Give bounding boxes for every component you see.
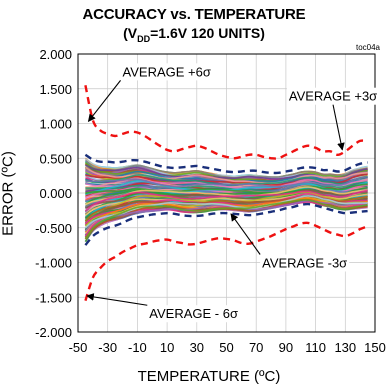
x-tick-label: 30	[190, 340, 204, 355]
unit-curve	[84, 159, 368, 179]
annotation-arrow	[87, 80, 121, 123]
x-tick-label: 90	[279, 340, 293, 355]
subtitle-subscript: DD	[137, 33, 151, 44]
annotation-backdrop	[120, 63, 213, 81]
subtitle-prefix: (V	[123, 25, 138, 41]
y-tick-label: 1.000	[39, 117, 72, 132]
series-line	[84, 221, 368, 302]
unit-curve	[84, 195, 368, 229]
unit-curve	[85, 181, 368, 192]
x-tick-labels: -50 -30 -10 10 30 50 70 90 110 130 150	[69, 340, 386, 355]
annotation-label: AVERAGE +3σ	[289, 89, 377, 104]
y-tick-label: 0.000	[39, 186, 72, 201]
x-tick-label: -30	[98, 340, 117, 355]
annotation-backdrop	[286, 87, 380, 105]
x-tick-label: 150	[364, 340, 386, 355]
y-tick-labels: 2.000 1.500 1.000 0.500 0.000 -0.500 -1.000 -1.…	[35, 47, 72, 340]
x-tick-label: 70	[249, 340, 263, 355]
x-tick-label: -10	[128, 340, 147, 355]
unit-curve	[85, 175, 368, 188]
figure-id: toc04a	[355, 43, 380, 52]
annotation-backdrop	[260, 254, 350, 272]
annotation-arrow	[230, 213, 261, 255]
series-line	[84, 85, 368, 160]
annotation-label: AVERAGE - 6σ	[149, 306, 238, 321]
chart-subtitle: (VDD=1.6V 120 UNITS)	[0, 25, 388, 47]
annotation-backdrop	[147, 305, 240, 323]
x-axis-label: TEMPERATURE (ºC)	[137, 368, 281, 385]
unit-curve	[84, 199, 368, 240]
x-tick-label: -50	[69, 340, 88, 355]
annotations: AVERAGE +6σ AVERAGE +3σ AVERAGE -3σ AVERAGE…	[86, 63, 380, 323]
plot-frame	[77, 53, 376, 333]
unit-curve	[84, 189, 368, 212]
y-tick-label: 0.500	[39, 151, 72, 166]
sigma-series	[84, 85, 368, 302]
subtitle-suffix: =1.6V 120 UNITS)	[150, 25, 265, 41]
x-tick-label: 50	[219, 340, 233, 355]
y-tick-label: -2.000	[35, 325, 72, 340]
x-tick-label: 110	[305, 340, 326, 355]
series-line	[84, 202, 368, 246]
y-tick-label: -1.500	[35, 290, 72, 305]
y-tick-label: 2.000	[39, 47, 72, 62]
y-tick-label: 1.500	[39, 82, 72, 97]
unit-curve	[85, 183, 368, 194]
x-tick-label: 130	[334, 340, 356, 355]
unit-curves	[84, 157, 368, 243]
x-tick-label: 10	[160, 340, 174, 355]
y-tick-label: -1.000	[35, 256, 72, 271]
unit-curve	[84, 201, 368, 237]
annotation-label: AVERAGE +6σ	[123, 64, 211, 79]
chart-title: ACCURACY vs. TEMPERATURE	[82, 6, 306, 23]
annotation-arrow	[332, 104, 345, 151]
annotation-label: AVERAGE -3σ	[262, 256, 347, 271]
series-line	[84, 153, 368, 175]
y-tick-label: -0.500	[35, 221, 72, 236]
annotation-arrow	[86, 293, 148, 306]
